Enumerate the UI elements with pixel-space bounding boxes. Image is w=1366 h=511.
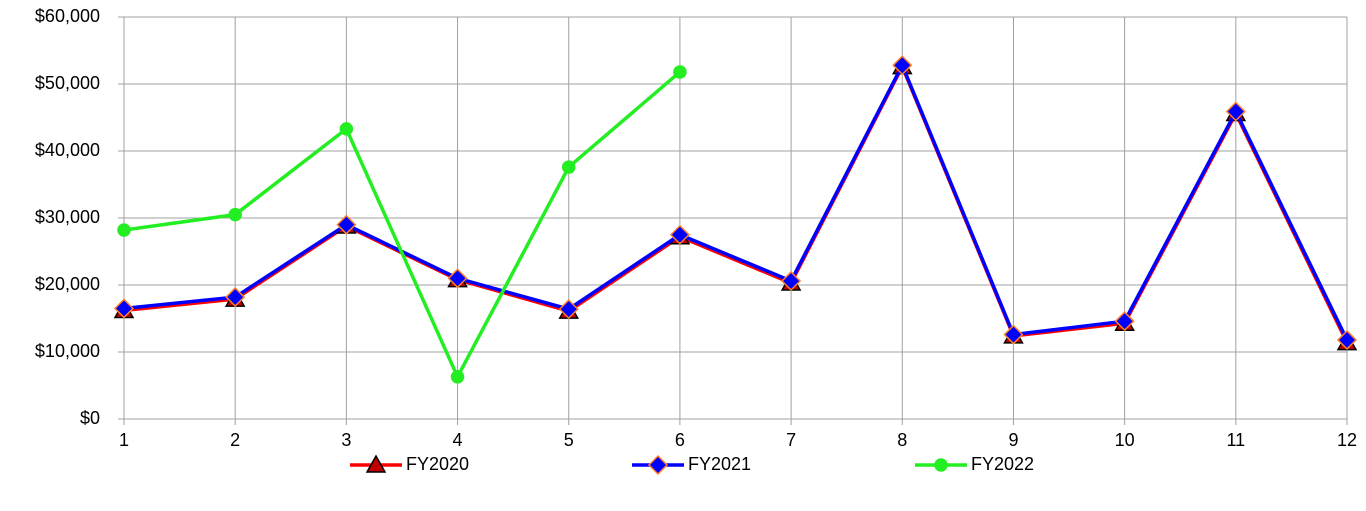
y-tick-label: $10,000: [35, 341, 100, 361]
y-tick-label: $50,000: [35, 73, 100, 93]
x-tick-label: 10: [1115, 430, 1135, 450]
marker: [1336, 329, 1358, 351]
series-line: [123, 61, 1349, 341]
x-tick-label: 2: [230, 430, 240, 450]
marker: [225, 286, 246, 308]
legend-label: FY2022: [971, 454, 1034, 474]
legend-label: FY2020: [406, 454, 469, 474]
marker: [447, 268, 468, 289]
series-line: [123, 70, 682, 381]
x-tick-label: 3: [341, 430, 351, 450]
marker: [336, 214, 357, 235]
x-tick-label: 9: [1008, 430, 1018, 450]
x-tick-label: 7: [786, 430, 796, 450]
x-tick-label: 5: [564, 430, 574, 450]
x-tick-label: 12: [1337, 430, 1357, 450]
marker: [1114, 311, 1135, 332]
y-tick-label: $0: [80, 408, 100, 428]
y-tick-label: $30,000: [35, 207, 100, 227]
marker: [892, 55, 913, 76]
marker: [673, 65, 687, 79]
marker: [1225, 101, 1246, 122]
series-line: [123, 62, 1349, 344]
x-tick-label: 8: [897, 430, 907, 450]
marker: [781, 270, 802, 292]
marker: [1003, 324, 1024, 345]
x-tick-label: 11: [1226, 430, 1245, 450]
x-tick-label: 6: [675, 430, 685, 450]
marker: [113, 298, 135, 319]
marker: [558, 299, 579, 320]
x-tick-label: 4: [453, 430, 463, 450]
marker: [339, 122, 354, 136]
marker: [450, 370, 465, 384]
y-tick-label: $20,000: [35, 274, 100, 294]
legend-marker: [934, 458, 948, 472]
y-tick-label: $40,000: [35, 140, 100, 160]
marker: [228, 207, 242, 222]
legend-label: FY2021: [688, 454, 751, 474]
marker: [561, 160, 576, 174]
legend-marker: [365, 454, 387, 473]
y-tick-label: $60,000: [35, 6, 100, 26]
marker: [117, 223, 131, 237]
x-tick-label: 1: [119, 430, 129, 450]
legend-marker: [647, 454, 669, 476]
marker: [669, 224, 690, 245]
